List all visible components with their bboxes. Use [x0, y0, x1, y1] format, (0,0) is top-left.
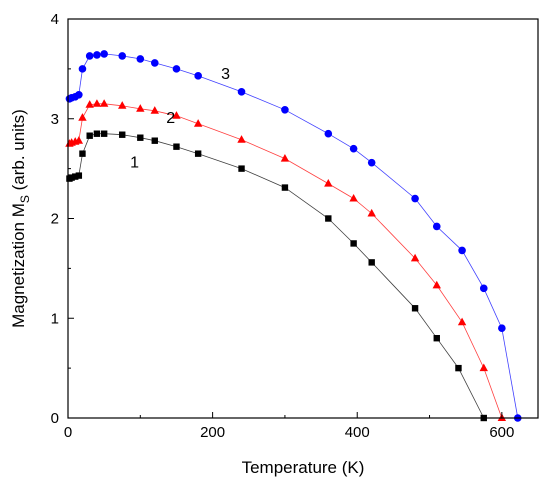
series-label-3: 3 — [221, 66, 230, 83]
y-tick-label: 2 — [51, 211, 59, 228]
series-1-point — [173, 143, 180, 150]
y-tick-label: 3 — [51, 111, 59, 128]
y-tick-label: 1 — [51, 310, 59, 327]
series-3-line — [69, 53, 519, 419]
series-1-point — [72, 173, 79, 180]
series-3-point — [75, 91, 83, 99]
series-1-point — [119, 131, 126, 138]
series-3-point — [411, 194, 419, 203]
x-tick-label: 400 — [345, 424, 370, 441]
series-2-point — [457, 317, 467, 326]
series-2-point — [324, 178, 333, 187]
series-2-point — [237, 135, 246, 143]
series-3-point — [479, 284, 488, 293]
series-3-point — [367, 158, 376, 167]
series-3-point — [100, 50, 108, 58]
series-3-point — [150, 59, 159, 67]
series-1-point — [433, 335, 440, 342]
series-2-point — [136, 104, 145, 112]
series-1-point — [100, 130, 108, 137]
series-1-point — [137, 134, 144, 141]
series-3 — [65, 50, 522, 422]
series-1-point — [86, 132, 93, 139]
series-1-point — [79, 150, 86, 157]
series-2-point — [85, 100, 94, 108]
series-1-point — [68, 174, 75, 181]
series-2-point — [150, 106, 159, 114]
series-2-point — [74, 136, 84, 144]
series-3-point — [136, 55, 145, 63]
series-1-point — [151, 137, 158, 144]
series-3-point — [118, 52, 127, 60]
series-1-point — [75, 172, 83, 179]
series-2-point — [367, 208, 376, 217]
series-1-point — [238, 165, 245, 172]
series-3-point — [194, 72, 202, 80]
series-2-point — [280, 154, 290, 162]
series-2-point — [193, 119, 203, 127]
y-axis-title-main: Magnetization M — [9, 203, 28, 328]
series-3-point — [432, 222, 441, 231]
series-3-point — [458, 246, 466, 255]
series-1-point — [325, 215, 332, 222]
plot-frame — [67, 18, 539, 419]
series-3-point — [85, 52, 94, 60]
y-axis-title-subscript: S — [18, 195, 32, 203]
series-2-point — [118, 101, 127, 109]
series-2-point — [92, 99, 102, 107]
series-2-line — [69, 103, 503, 419]
axes-layer: 0 200 400 600 0 1 2 3 4 — [51, 11, 515, 441]
series-3-point — [324, 129, 333, 138]
series-1-point — [411, 305, 419, 312]
x-tick-label: 200 — [200, 424, 225, 441]
series-1 — [66, 130, 487, 422]
y-tick-label: 0 — [51, 410, 59, 427]
series-label-2: 2 — [166, 110, 175, 127]
series-3-point — [172, 65, 181, 73]
series-1-point — [455, 364, 462, 372]
series-3-point — [93, 51, 101, 59]
series-label-1: 1 — [130, 155, 139, 172]
series-2 — [65, 99, 507, 421]
annotation-layer: 1 2 3 — [130, 66, 230, 172]
series-1-point — [281, 184, 289, 191]
y-tick-label: 4 — [51, 11, 59, 28]
series-3-point — [349, 144, 358, 153]
series-3-point — [498, 324, 506, 333]
series-2-point — [99, 99, 109, 107]
series-1-point — [350, 240, 357, 247]
series-1-point — [194, 150, 202, 157]
x-tick-label: 0 — [64, 424, 72, 441]
series-2-point — [410, 253, 420, 262]
series-2-point — [78, 113, 87, 121]
series-2-point — [172, 111, 181, 119]
y-axis-title: Magnetization MS (arb. units) — [9, 109, 32, 328]
series-3-point — [78, 65, 87, 73]
series-1-line — [69, 133, 485, 419]
y-axis-title-tail: (arb. units) — [9, 109, 28, 195]
series-1-point — [93, 130, 101, 137]
x-tick-label: 600 — [489, 424, 514, 441]
series-layer — [65, 50, 522, 422]
series-2-point — [349, 193, 358, 202]
series-1-point — [368, 259, 375, 266]
series-2-point — [479, 363, 488, 372]
series-2-point — [432, 280, 441, 289]
series-3-point — [237, 88, 246, 96]
series-3-point — [281, 105, 289, 114]
x-axis-title: Temperature (K) — [242, 458, 365, 477]
